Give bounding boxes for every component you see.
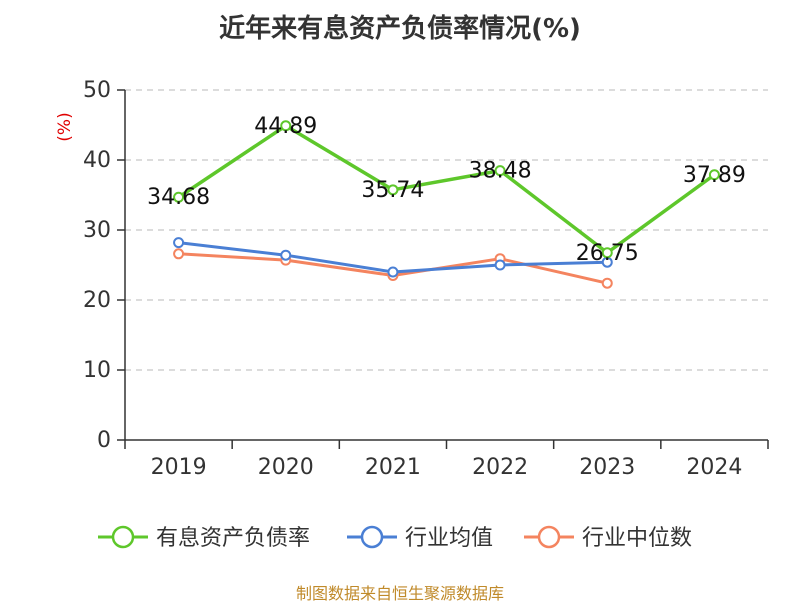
x-tick-label: 2022 [472,455,528,480]
y-axis-unit: (%) [55,112,75,141]
legend-swatch-marker [537,525,561,549]
x-tick-label: 2020 [258,455,314,480]
data-point [280,249,292,261]
x-tick-label: 2023 [579,455,635,480]
x-tick-label: 2019 [151,455,207,480]
data-point [601,247,613,259]
y-tick-label: 50 [83,78,111,103]
data-point [387,184,399,196]
legend-swatch-marker [111,525,135,549]
source-note: 制图数据来自恒生聚源数据库 [295,584,504,603]
data-label: 35.74 [361,178,424,203]
y-tick-label: 0 [97,428,111,453]
y-tick-label: 20 [83,288,111,313]
y-tick-label: 10 [83,358,111,383]
data-point [601,277,613,289]
legend-item[interactable]: 有息资产负债率 [98,525,310,551]
data-point [494,259,506,271]
x-tick-label: 2024 [686,455,742,480]
data-point [280,120,292,132]
legend-label: 行业均值 [405,526,493,551]
legend[interactable]: 有息资产负债率 行业均值 行业中位数 [98,525,692,551]
data-point [173,248,185,260]
legend-item[interactable]: 行业中位数 [524,525,692,551]
series-lines [173,120,720,289]
legend-swatch-marker [360,525,384,549]
legend-item[interactable]: 行业均值 [347,525,493,551]
data-label: 44.89 [254,114,317,139]
data-point [708,169,720,181]
chart-title: 近年来有息资产负债率情况(%) [219,14,581,44]
data-point [173,191,185,203]
y-tick-label: 30 [83,218,111,243]
y-tick-label: 40 [83,148,111,173]
legend-label: 行业中位数 [582,526,692,551]
data-point [173,237,185,249]
data-labels: 34.68 44.89 35.74 38.48 26.75 37.89 [147,114,746,266]
axes: 0 10 20 30 40 50 (%) 2019 2020 2021 2022 2023 2024 [55,78,769,480]
series-line [177,124,716,255]
data-label: 26.75 [576,241,639,266]
gridlines [125,89,768,371]
data-label: 37.89 [683,163,746,188]
data-label: 34.68 [147,185,210,210]
data-label: 38.48 [469,159,532,184]
x-tick-label: 2021 [365,455,421,480]
data-point [494,165,506,177]
data-point [387,266,399,278]
legend-label: 有息资产负债率 [156,526,310,551]
